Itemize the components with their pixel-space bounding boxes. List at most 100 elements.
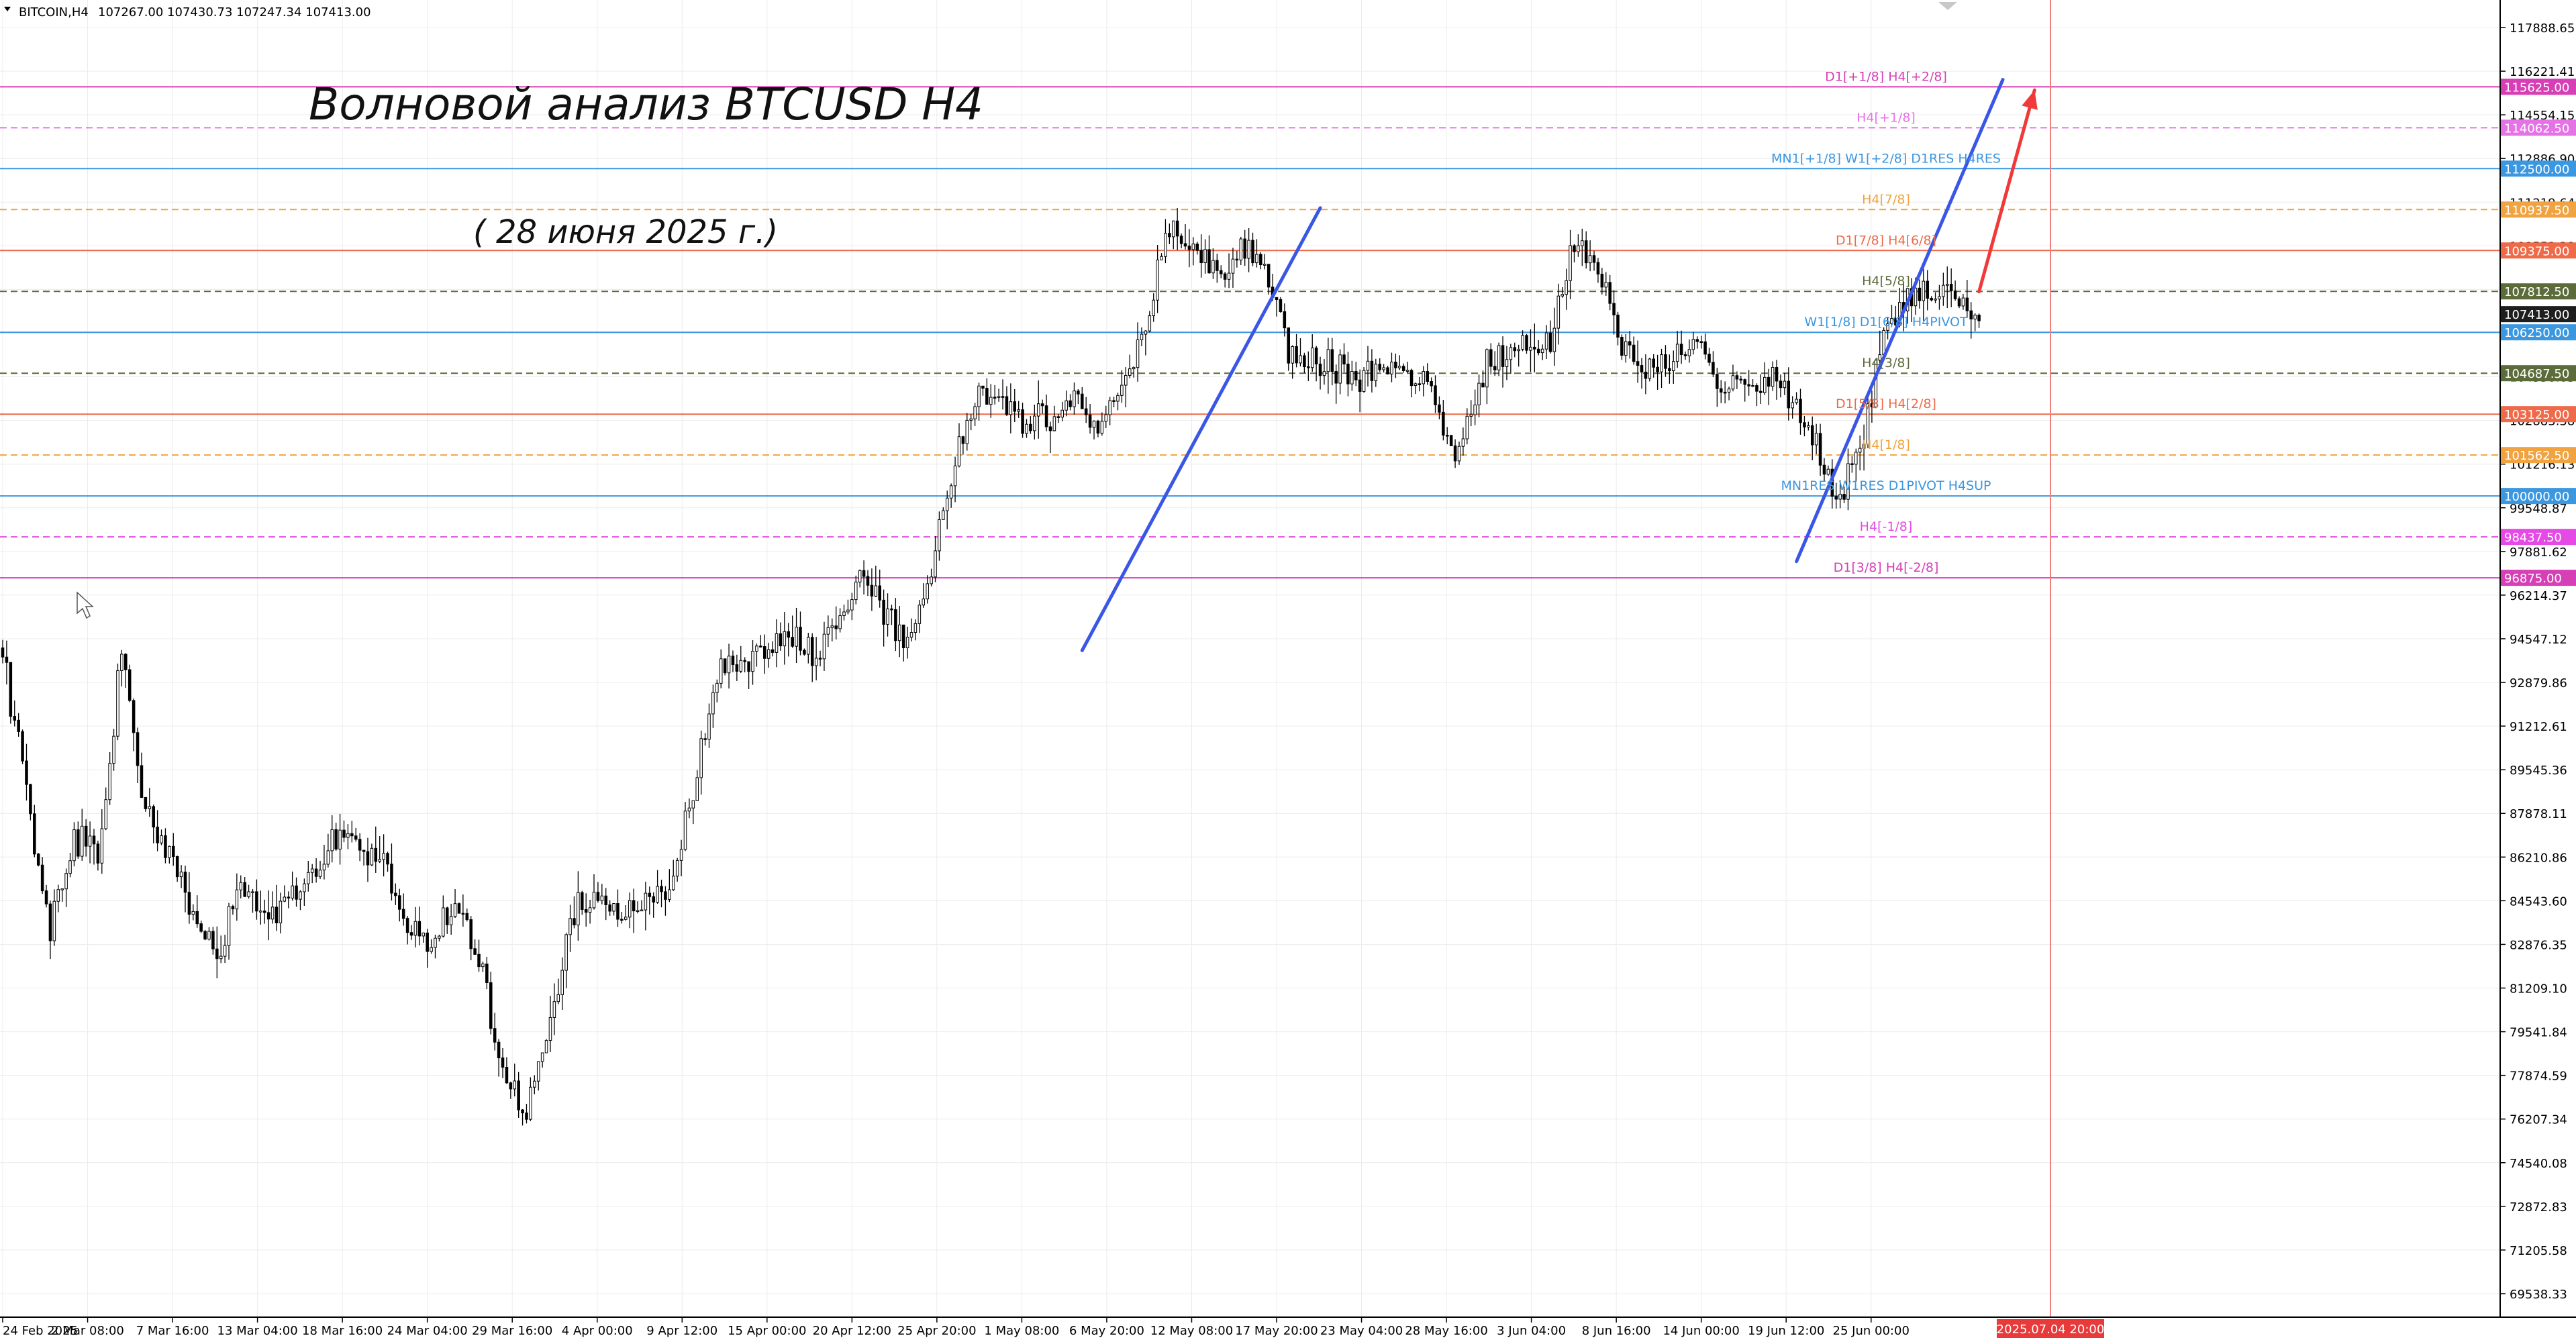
time-tick-label: 18 Mar 16:00 — [302, 1324, 383, 1338]
candle-body — [1295, 346, 1298, 364]
candle-body — [1326, 349, 1330, 372]
candle-body — [830, 625, 834, 628]
candle-body — [307, 872, 310, 884]
candle-body — [1303, 355, 1306, 368]
candle-body — [1056, 416, 1060, 418]
candle-body — [1799, 399, 1802, 423]
level-price-tag — [2501, 324, 2576, 341]
candle-body — [687, 807, 691, 812]
candle-body — [128, 669, 132, 701]
candle-body — [874, 585, 878, 597]
candle-body — [1581, 240, 1584, 246]
candle-body — [989, 397, 993, 405]
price-tick-label: 72872.83 — [2510, 1200, 2567, 1214]
candle-body — [223, 945, 227, 957]
candle-body — [1636, 361, 1640, 366]
candle-body — [993, 397, 997, 399]
candle-body — [1283, 311, 1287, 329]
candle-body — [1755, 385, 1758, 392]
candle-body — [826, 627, 830, 635]
level-price-label: 110937.50 — [2504, 203, 2569, 217]
candle-body — [771, 649, 775, 653]
candle-body — [1259, 254, 1262, 266]
time-tick-label: 8 Jun 16:00 — [1582, 1324, 1651, 1338]
candle-body — [612, 903, 615, 912]
level-price-label: 96875.00 — [2504, 572, 2562, 586]
candle-body — [501, 1057, 505, 1068]
candle-body — [965, 419, 969, 444]
candle-body — [485, 964, 489, 983]
candle-body — [1394, 362, 1397, 368]
candle-body — [358, 839, 362, 851]
price-tick-label: 97881.62 — [2510, 546, 2567, 560]
candle-body — [783, 631, 787, 647]
candle-body — [564, 934, 568, 971]
scroll-marker-icon[interactable] — [1938, 2, 1957, 10]
candle-body — [969, 418, 973, 421]
candle-body — [1223, 273, 1227, 280]
candle-body — [299, 891, 302, 900]
time-tick-label: 17 May 20:00 — [1235, 1324, 1318, 1338]
candle-body — [973, 406, 977, 419]
candle-body — [148, 806, 152, 809]
candle-body — [104, 799, 108, 829]
candle-body — [1866, 403, 1870, 445]
candle-body — [1164, 233, 1167, 257]
candle-body — [1922, 280, 1926, 301]
candle-body — [1100, 421, 1104, 434]
candle-body — [945, 497, 949, 511]
candle-body — [140, 765, 144, 798]
candle-body — [1370, 360, 1374, 381]
price-tick-label: 99548.87 — [2510, 502, 2567, 516]
candle-body — [596, 892, 600, 901]
candle-body — [1767, 376, 1771, 387]
candle-body — [636, 910, 640, 912]
candle-body — [699, 738, 703, 778]
candle-body — [1449, 435, 1453, 446]
time-tick-label: 25 Jun 00:00 — [1833, 1324, 1910, 1338]
candle-body — [481, 964, 485, 968]
candle-body — [1668, 368, 1671, 372]
candle-body — [175, 856, 179, 878]
candle-body — [1612, 303, 1616, 315]
price-axis[interactable]: 117888.65116221.41114554.15112886.901112… — [2500, 21, 2576, 1302]
candle-body — [1616, 314, 1620, 338]
candle-body — [1838, 494, 1842, 500]
candle-body — [1382, 367, 1385, 370]
candle-body — [1934, 299, 1937, 301]
candle-body — [799, 627, 802, 651]
candle-body — [247, 891, 250, 897]
candle-body — [1517, 348, 1520, 352]
candle-body — [334, 829, 338, 849]
candle-body — [1013, 401, 1017, 412]
time-tick-label: 28 May 16:00 — [1405, 1324, 1487, 1338]
candle-body — [1763, 376, 1767, 393]
candle-body — [283, 896, 287, 902]
candle-body — [632, 900, 636, 912]
candle-body — [1001, 396, 1005, 398]
candle-body — [882, 599, 885, 625]
candle-body — [592, 892, 596, 909]
candle-body — [1628, 341, 1632, 346]
candle-body — [1275, 297, 1279, 300]
candle-body — [270, 907, 275, 920]
candle-body — [795, 627, 798, 647]
candle-body — [691, 800, 695, 809]
candle-body — [834, 625, 838, 629]
price-tick-label: 76207.34 — [2510, 1113, 2567, 1127]
candle-body — [1699, 341, 1703, 344]
triangle-down-icon[interactable] — [4, 7, 11, 11]
candle-body — [1029, 423, 1032, 431]
price-tick-label: 81209.10 — [2510, 982, 2567, 996]
candle-body — [1426, 371, 1429, 382]
time-tick-label: 1 May 08:00 — [984, 1324, 1059, 1338]
candle-body — [683, 811, 687, 850]
candle-body — [1620, 337, 1624, 356]
candle-body — [1771, 367, 1775, 387]
price-tick-label: 82876.35 — [2510, 938, 2567, 952]
time-tick-label: 7 Mar 16:00 — [136, 1324, 209, 1338]
candle-body — [671, 876, 675, 890]
